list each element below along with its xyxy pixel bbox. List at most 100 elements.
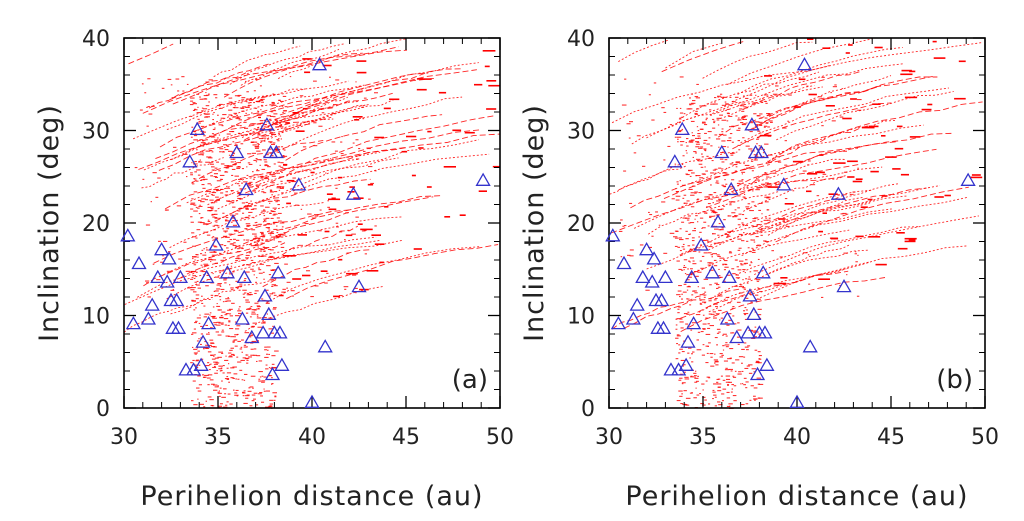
simulated-point	[224, 194, 229, 196]
simulated-track	[630, 164, 770, 209]
simulated-point	[236, 239, 240, 241]
simulated-track	[159, 97, 327, 148]
simulated-track	[609, 165, 686, 195]
simulated-point	[197, 287, 201, 289]
simulated-point	[272, 93, 274, 95]
simulated-point	[272, 173, 276, 175]
simulated-point	[717, 209, 722, 211]
simulated-point	[680, 116, 684, 118]
simulated-point	[262, 221, 265, 223]
simulated-point	[227, 309, 231, 311]
simulated-point	[689, 233, 691, 235]
simulated-point	[718, 309, 722, 311]
simulated-point	[679, 395, 683, 397]
simulated-point	[216, 370, 218, 372]
simulated-dash	[909, 70, 916, 73]
simulated-point	[256, 101, 261, 103]
simulated-dash	[855, 178, 863, 180]
simulated-point	[732, 216, 734, 218]
observed-triangle-marker	[638, 241, 655, 256]
simulated-point	[258, 371, 263, 373]
simulated-point	[677, 246, 680, 248]
simulated-point	[279, 176, 284, 178]
simulated-point	[624, 225, 627, 227]
simulated-point	[223, 318, 229, 320]
simulated-point	[676, 318, 681, 320]
simulated-point	[777, 156, 780, 158]
simulated-point	[718, 229, 722, 231]
simulated-point	[791, 171, 793, 173]
simulated-point	[245, 257, 249, 259]
simulated-point	[243, 296, 246, 298]
simulated-point	[703, 142, 706, 144]
simulated-point	[624, 78, 627, 80]
simulated-point	[770, 121, 773, 123]
simulated-point	[257, 110, 259, 112]
simulated-point	[696, 339, 699, 341]
simulated-point	[164, 209, 169, 211]
simulated-point	[200, 125, 205, 127]
simulated-track	[680, 277, 886, 332]
simulated-point	[725, 346, 729, 348]
simulated-point	[733, 323, 737, 325]
y-tick-label: 30	[567, 120, 595, 145]
simulated-point	[675, 328, 678, 330]
simulated-point	[768, 161, 772, 163]
simulated-point	[335, 187, 338, 189]
simulated-point	[240, 143, 244, 145]
simulated-point	[155, 196, 159, 198]
simulated-point	[719, 353, 723, 355]
simulated-point	[676, 335, 681, 337]
simulated-point	[728, 381, 732, 383]
simulated-point	[241, 351, 243, 353]
simulated-point	[642, 165, 646, 167]
simulated-point	[716, 287, 719, 289]
simulated-point	[245, 397, 249, 399]
simulated-point	[234, 392, 238, 394]
simulated-point	[213, 290, 216, 292]
simulated-point	[237, 162, 241, 164]
simulated-point	[259, 159, 262, 161]
simulated-point	[265, 126, 269, 128]
simulated-point	[725, 381, 730, 383]
simulated-point	[207, 351, 212, 353]
simulated-point	[725, 375, 731, 377]
simulated-point	[726, 324, 730, 326]
simulated-point	[218, 170, 221, 172]
simulated-point	[724, 185, 727, 187]
simulated-point	[233, 163, 237, 165]
simulated-point	[695, 215, 698, 217]
simulated-point	[251, 325, 255, 327]
simulated-point	[245, 80, 247, 82]
simulated-point	[250, 259, 254, 261]
simulated-point	[211, 251, 217, 253]
simulated-point	[683, 313, 688, 315]
simulated-point	[683, 283, 687, 285]
simulated-point	[151, 105, 155, 107]
simulated-point	[727, 215, 732, 217]
simulated-point	[236, 183, 240, 185]
simulated-point	[679, 377, 683, 379]
simulated-point	[238, 289, 241, 291]
simulated-point	[273, 221, 278, 223]
simulated-point	[648, 246, 652, 248]
simulated-point	[273, 122, 276, 124]
simulated-point	[741, 362, 743, 364]
simulated-point	[213, 251, 216, 253]
simulated-point	[735, 162, 740, 164]
observed-triangle-marker	[674, 121, 690, 136]
simulated-point	[674, 237, 679, 239]
simulated-point	[725, 183, 728, 185]
simulated-point	[729, 230, 733, 232]
simulated-point	[232, 141, 235, 143]
simulated-point	[745, 97, 749, 99]
simulated-point	[843, 150, 847, 152]
simulated-dash	[354, 119, 360, 121]
observed-triangle-marker	[317, 339, 333, 353]
simulated-point	[676, 183, 679, 185]
simulated-point	[735, 259, 738, 261]
simulated-point	[263, 390, 266, 392]
simulated-point	[256, 305, 260, 307]
simulated-dash	[892, 168, 901, 170]
simulated-point	[279, 122, 281, 124]
